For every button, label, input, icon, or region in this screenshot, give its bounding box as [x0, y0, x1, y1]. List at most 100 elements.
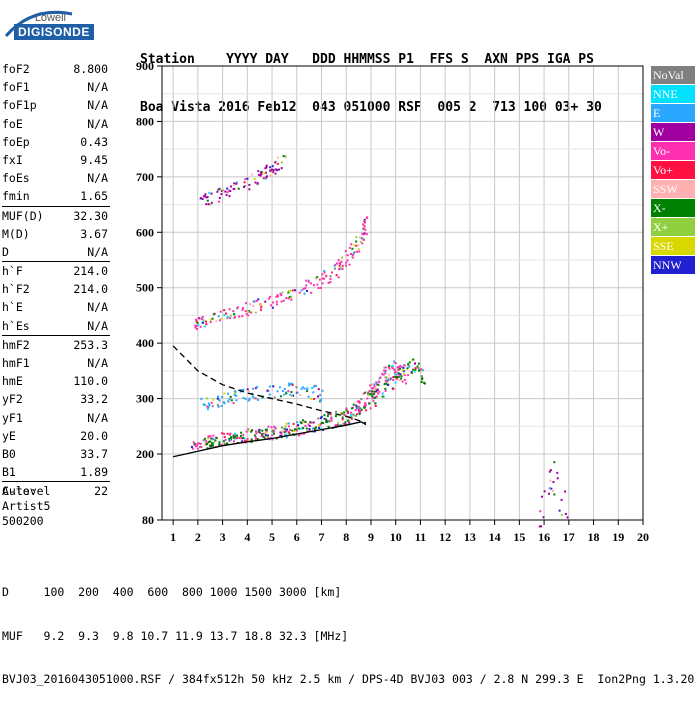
- param-row: foF1p N/A: [2, 96, 110, 114]
- echo-point: [381, 395, 384, 398]
- echo-point: [265, 176, 268, 179]
- echo-point: [323, 271, 326, 274]
- param-row: foF1 N/A: [2, 78, 110, 96]
- echo-point: [194, 445, 197, 448]
- echo-point: [272, 169, 275, 172]
- echo-point: [210, 401, 213, 404]
- echo-point: [260, 434, 263, 437]
- echo-point: [218, 319, 221, 322]
- param-row: foEs N/A: [2, 169, 110, 187]
- echo-point: [362, 238, 365, 241]
- echo-point: [248, 397, 251, 400]
- echo-point: [327, 281, 330, 284]
- echo-point: [377, 383, 380, 386]
- ionogram-chart: 1 2 3 4 5 6 7 8 9 10 11 12 13 14 15 16 17 18 19 20802003004…: [136, 59, 649, 544]
- footer-muf-row: MUF 9.2 9.3 9.8 10.7 11.9 13.7 18.8 32.3…: [2, 628, 349, 643]
- echo-point: [233, 188, 236, 191]
- echo-point: [210, 437, 213, 440]
- echo-point: [265, 430, 268, 433]
- echo-point: [270, 426, 273, 429]
- echo-point: [228, 189, 231, 192]
- echo-point: [356, 400, 359, 403]
- station-header: Station YYYY DAY DDD HHMMSS P1 FFS S AXN…: [140, 20, 602, 132]
- echo-point: [363, 405, 366, 408]
- echo-point: [259, 174, 262, 177]
- echo-point: [368, 390, 371, 393]
- echo-point: [211, 444, 214, 447]
- echo-point: [247, 310, 250, 313]
- echo-point: [280, 294, 283, 297]
- echo-point: [204, 320, 207, 323]
- echo-point: [276, 156, 279, 159]
- echo-point: [363, 218, 366, 221]
- echo-point: [397, 373, 400, 376]
- echo-point: [246, 388, 249, 391]
- echo-point: [313, 385, 316, 388]
- echo-point: [215, 436, 218, 439]
- y-tick-label: 80: [142, 513, 154, 527]
- echo-point: [391, 367, 394, 370]
- param-name: fmin: [2, 189, 30, 204]
- echo-point: [319, 286, 322, 289]
- echo-point: [345, 409, 348, 412]
- echo-point: [206, 199, 209, 202]
- echo-point: [285, 296, 288, 299]
- echo-point: [303, 387, 306, 390]
- echo-point: [329, 278, 332, 281]
- echo-point: [298, 434, 301, 437]
- echo-point: [246, 439, 249, 442]
- echo-point: [363, 224, 366, 227]
- echo-point: [257, 170, 260, 173]
- echo-point: [206, 443, 209, 446]
- echo-point: [398, 367, 401, 370]
- echo-point: [201, 315, 204, 318]
- echo-point: [314, 426, 317, 429]
- echo-point: [293, 429, 296, 432]
- echo-point: [364, 391, 367, 394]
- echo-point: [233, 440, 236, 443]
- echo-point: [352, 403, 355, 406]
- header-values: Boa Vista 2016 Feb12 043 051000 RSF 005 …: [140, 100, 602, 115]
- echo-point: [220, 317, 223, 320]
- echo-point: [218, 196, 221, 199]
- echo-point: [282, 155, 285, 158]
- param-value: N/A: [87, 80, 108, 95]
- param-value: N/A: [87, 244, 108, 259]
- x-tick-label: 19: [612, 530, 624, 544]
- param-value: 33.7: [80, 446, 108, 461]
- echo-point: [217, 395, 220, 398]
- echo-point: [193, 442, 196, 445]
- echo-point: [232, 436, 235, 439]
- param-name: yF2: [2, 392, 23, 407]
- echo-point: [216, 397, 219, 400]
- echo-point: [201, 318, 204, 321]
- echo-point: [542, 516, 545, 519]
- echo-point: [276, 162, 279, 165]
- echo-point: [211, 405, 214, 408]
- echo-point: [341, 412, 344, 415]
- echo-point: [420, 381, 423, 384]
- echo-point: [300, 387, 303, 390]
- echo-point: [202, 319, 205, 322]
- echo-point: [564, 490, 567, 493]
- echo-point: [197, 317, 200, 320]
- echo-point: [317, 287, 320, 290]
- param-row: fxI 9.45: [2, 151, 110, 169]
- echo-point: [220, 405, 223, 408]
- param-value: 1.89: [80, 465, 108, 480]
- echo-point: [394, 375, 397, 378]
- echo-point: [302, 427, 305, 430]
- echo-point: [360, 408, 363, 411]
- echo-point: [262, 432, 265, 435]
- echo-point: [218, 442, 221, 445]
- param-value: 214.0: [73, 264, 108, 279]
- param-row: yE 20.0: [2, 427, 110, 445]
- echo-point: [248, 183, 251, 186]
- echo-point: [265, 428, 268, 431]
- echo-point: [372, 387, 375, 390]
- echo-point: [401, 369, 404, 372]
- echo-point: [381, 392, 384, 395]
- echo-point: [340, 260, 343, 263]
- echo-point: [365, 409, 368, 412]
- param-value: N/A: [87, 98, 108, 113]
